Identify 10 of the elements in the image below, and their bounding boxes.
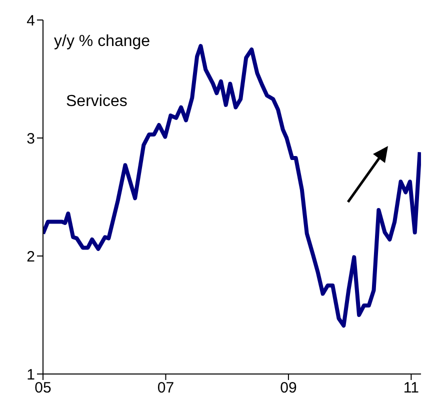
annotation: y/y % change [54,33,150,51]
x-tick-label: 09 [280,380,297,397]
x-tick-label: 07 [157,380,174,397]
x-tick-label: 11 [403,380,419,397]
y-tick-label: 2 [26,248,35,266]
y-tick-label: 1 [26,366,35,384]
annotation: Services [66,93,128,111]
y-tick-label: 3 [26,130,35,148]
x-tick-label: 05 [34,380,52,397]
y-tick-label: 4 [26,12,35,30]
